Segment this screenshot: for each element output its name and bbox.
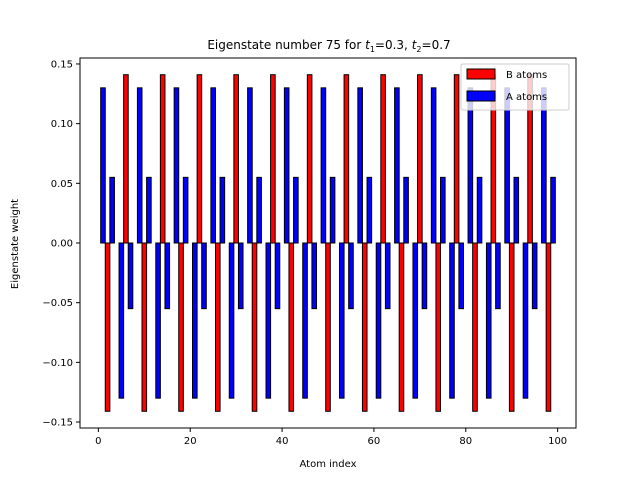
bar-a-atoms [504,87,510,244]
y-tick-label: 0.00 [51,239,73,250]
bar-a-atoms [320,87,327,244]
legend-label-a-atoms: A atoms [506,92,547,103]
bar-a-atoms [192,242,198,399]
bar-a-atoms [394,87,400,244]
bar-b-atoms [159,74,166,244]
legend-swatch-a-atoms [466,90,496,102]
bar-a-atoms [127,242,134,310]
bar-a-atoms [366,176,373,244]
y-tick-label: 0.10 [51,119,73,130]
bar-b-atoms [251,242,258,412]
bar-b-atoms [141,242,148,412]
y-tick-label: −0.10 [42,358,73,369]
bar-b-atoms [398,242,405,412]
bar-a-atoms [384,242,391,310]
bar-a-atoms [182,176,189,244]
y-tick-label: 0.15 [51,59,73,70]
y-tick-label: 0.05 [51,179,73,190]
axes-layer: 0 20 40 60 80 100 −0.15 −0.10 −0.05 0.00 0.05 0.10 0… [42,57,577,447]
x-axis-label: Atom index [300,459,357,470]
bar-a-atoms [440,176,446,244]
bar-a-atoms [201,242,207,310]
bar-b-atoms [545,242,552,412]
bar-a-atoms [210,87,216,244]
bar-b-atoms [233,74,239,244]
bar-a-atoms [467,87,474,244]
x-tick-label: 20 [184,436,197,447]
bar-a-atoms [412,242,419,399]
bar-a-atoms [513,176,520,244]
x-tick-label: 100 [548,436,567,447]
bar-a-atoms [136,87,143,244]
bar-a-atoms [357,87,363,244]
bar-a-atoms [146,176,152,244]
bar-a-atoms [329,176,336,244]
bar-b-atoms [435,242,442,412]
chart-title: Eigenstate number 75 for t1=0.3, t2=0.7 [207,38,450,54]
bar-a-atoms [541,87,547,244]
bar-a-atoms [100,87,106,244]
bar-a-atoms [256,176,262,244]
bar-a-atoms [283,87,290,244]
bar-a-atoms [109,176,115,244]
y-tick-label: −0.15 [42,418,73,429]
bar-a-atoms [274,242,281,310]
x-tick-label: 60 [368,436,381,447]
legend-label-b-atoms: B atoms [506,70,547,81]
bar-a-atoms [375,242,382,399]
bar-a-atoms [164,242,171,310]
bar-b-atoms [214,242,221,412]
bar-a-atoms [403,176,409,244]
bar-b-atoms [472,242,478,412]
bar-a-atoms [173,87,180,244]
bar-a-atoms [430,87,437,244]
legend: B atoms A atoms [460,63,570,111]
bar-b-atoms [343,74,350,244]
bar-b-atoms [306,74,313,244]
bar-a-atoms [458,242,464,310]
bar-b-atoms [270,74,276,244]
bar-a-atoms [485,242,492,399]
bar-b-atoms [104,242,111,412]
bar-b-atoms [508,242,515,412]
bar-a-atoms [421,242,428,310]
y-tick-label: −0.05 [42,298,73,309]
bar-a-atoms [522,242,529,399]
x-tick-label: 80 [459,436,472,447]
x-tick-label: 0 [95,436,101,447]
legend-swatch-b-atoms [466,68,496,80]
x-tick-label: 40 [276,436,289,447]
bar-b-atoms [123,74,129,244]
bar-b-atoms [288,242,295,412]
bar-a-atoms [219,176,226,244]
bar-a-atoms [338,242,345,399]
bar-b-atoms [178,242,184,412]
bar-a-atoms [311,242,318,310]
bar-a-atoms [228,242,235,399]
bar-a-atoms [155,242,161,399]
bar-a-atoms [550,176,556,244]
bar-a-atoms [348,242,354,310]
bar-a-atoms [449,242,455,399]
bar-b-atoms [453,74,460,244]
bar-b-atoms [196,74,203,244]
bar-a-atoms [265,242,272,399]
bar-a-atoms [302,242,308,399]
bar-a-atoms [531,242,538,310]
bar-a-atoms [118,242,125,399]
bar-a-atoms [293,176,299,244]
bar-a-atoms [476,176,483,244]
y-axis-label: Eigenstate weight [10,199,21,289]
bar-b-atoms [417,74,423,244]
bar-b-atoms [380,74,386,244]
bar-b-atoms [325,242,331,412]
bar-b-atoms [361,242,368,412]
bar-a-atoms [247,87,253,244]
bar-a-atoms [495,242,501,310]
bar-a-atoms [237,242,244,310]
